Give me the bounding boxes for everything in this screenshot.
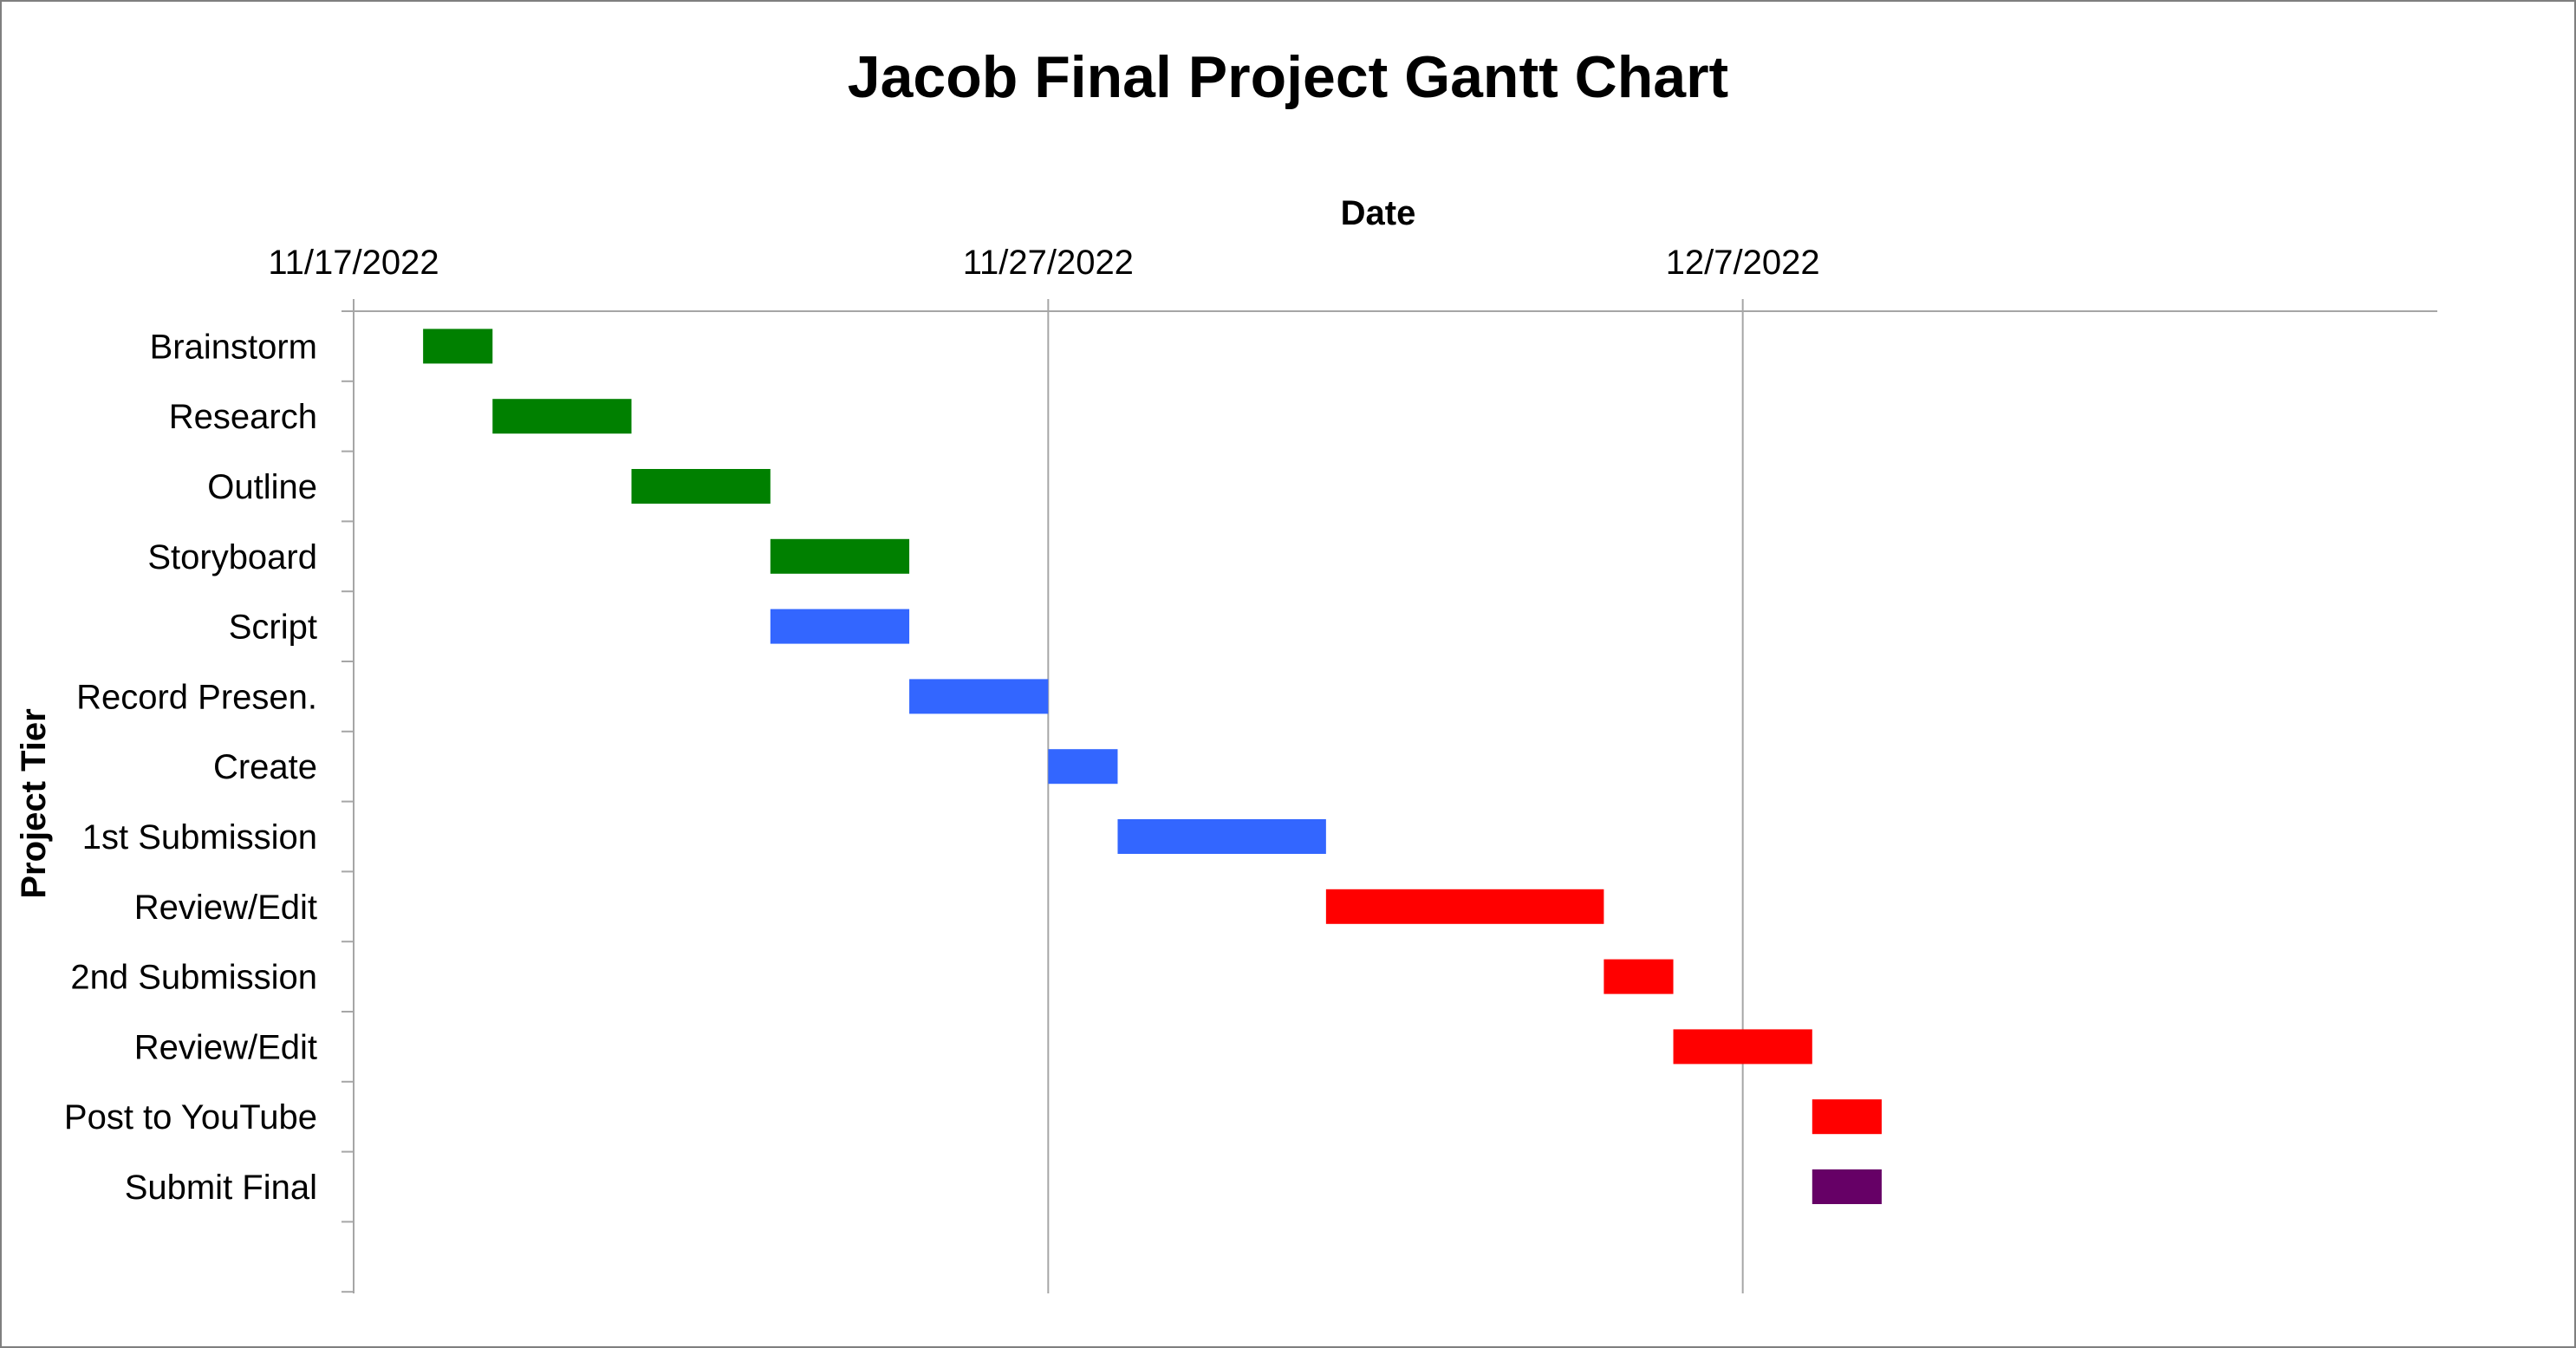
gridlines	[1047, 311, 1744, 1293]
task-bar	[1673, 1029, 1812, 1065]
y-category-label: Research	[169, 398, 317, 436]
task-bar	[1325, 889, 1604, 924]
y-category-label: 1st Submission	[82, 818, 317, 856]
y-category-label: Post to YouTube	[64, 1098, 317, 1136]
task-bar	[423, 329, 493, 364]
task-bar	[770, 538, 910, 574]
x-axis-title: Date	[1341, 194, 1416, 232]
x-tick-labels: 11/17/2022 11/27/2022 12/7/2022	[268, 244, 1819, 282]
task-bar	[909, 679, 1049, 714]
y-category-label: Storyboard	[147, 538, 317, 576]
y-category-labels: Brainstorm Research Outline Storyboard Scrip…	[64, 328, 317, 1207]
y-category-label: Review/Edit	[134, 1028, 317, 1066]
y-category-label: Create	[213, 748, 317, 786]
y-category-label: Brainstorm	[150, 328, 317, 366]
y-axis-title: Project Tier	[15, 708, 53, 898]
chart-title: Jacob Final Project Gantt Chart	[848, 44, 1728, 110]
axes	[342, 299, 2437, 1293]
task-bar	[770, 609, 910, 644]
x-tick-label: 11/17/2022	[268, 244, 439, 282]
task-bar	[1812, 1099, 1882, 1135]
y-category-label: Outline	[207, 468, 317, 506]
task-bars	[423, 329, 1882, 1204]
x-tick-label: 11/27/2022	[963, 244, 1134, 282]
task-bar	[1117, 819, 1326, 854]
y-category-label: Submit Final	[125, 1169, 317, 1207]
y-category-label: 2nd Submission	[70, 959, 317, 997]
task-bar	[631, 469, 771, 504]
task-bar	[1812, 1169, 1882, 1204]
y-category-label: Script	[229, 609, 317, 647]
x-tick-label: 12/7/2022	[1666, 244, 1820, 282]
y-category-label: Review/Edit	[134, 889, 317, 927]
task-bar	[492, 399, 632, 434]
y-category-label: Record Presen.	[76, 678, 317, 716]
task-bar	[1048, 749, 1118, 785]
task-bar	[1603, 959, 1674, 994]
